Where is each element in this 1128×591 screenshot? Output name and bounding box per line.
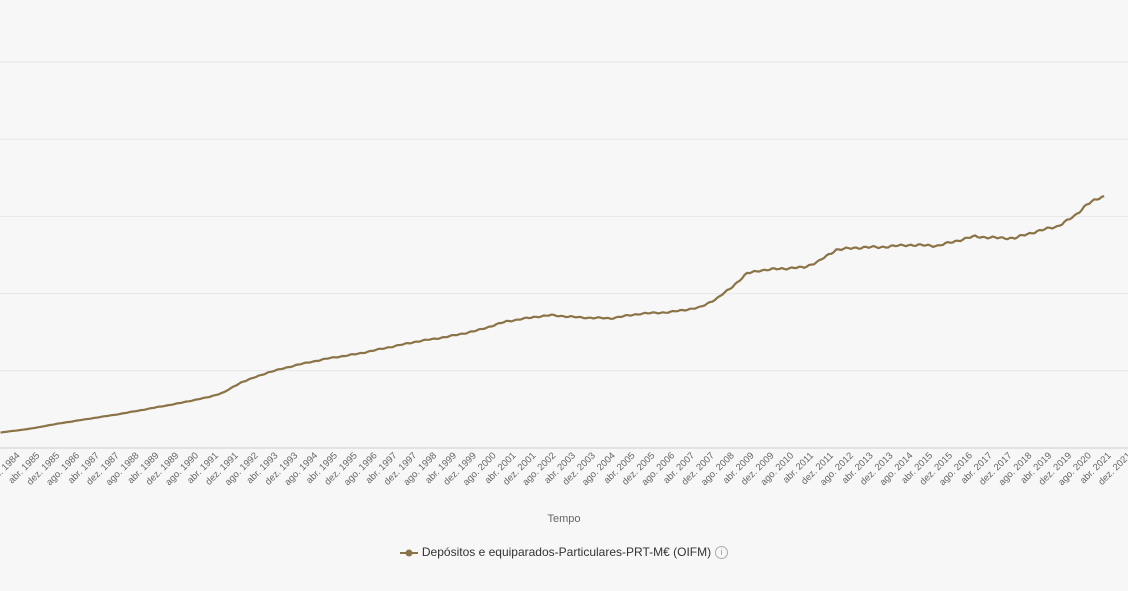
grid-lines	[0, 61, 1128, 372]
x-axis-title: Tempo	[547, 513, 580, 525]
legend-line-marker-icon	[399, 549, 418, 557]
series-layer	[0, 195, 1105, 434]
legend-series-label[interactable]: Depósitos e equiparados-Particulares-PRT…	[421, 545, 712, 559]
series-line[interactable]	[0, 195, 1105, 434]
legend[interactable]: Depósitos e equiparados-Particulares-PRT…	[0, 545, 1128, 560]
info-icon[interactable]: i	[715, 546, 729, 560]
